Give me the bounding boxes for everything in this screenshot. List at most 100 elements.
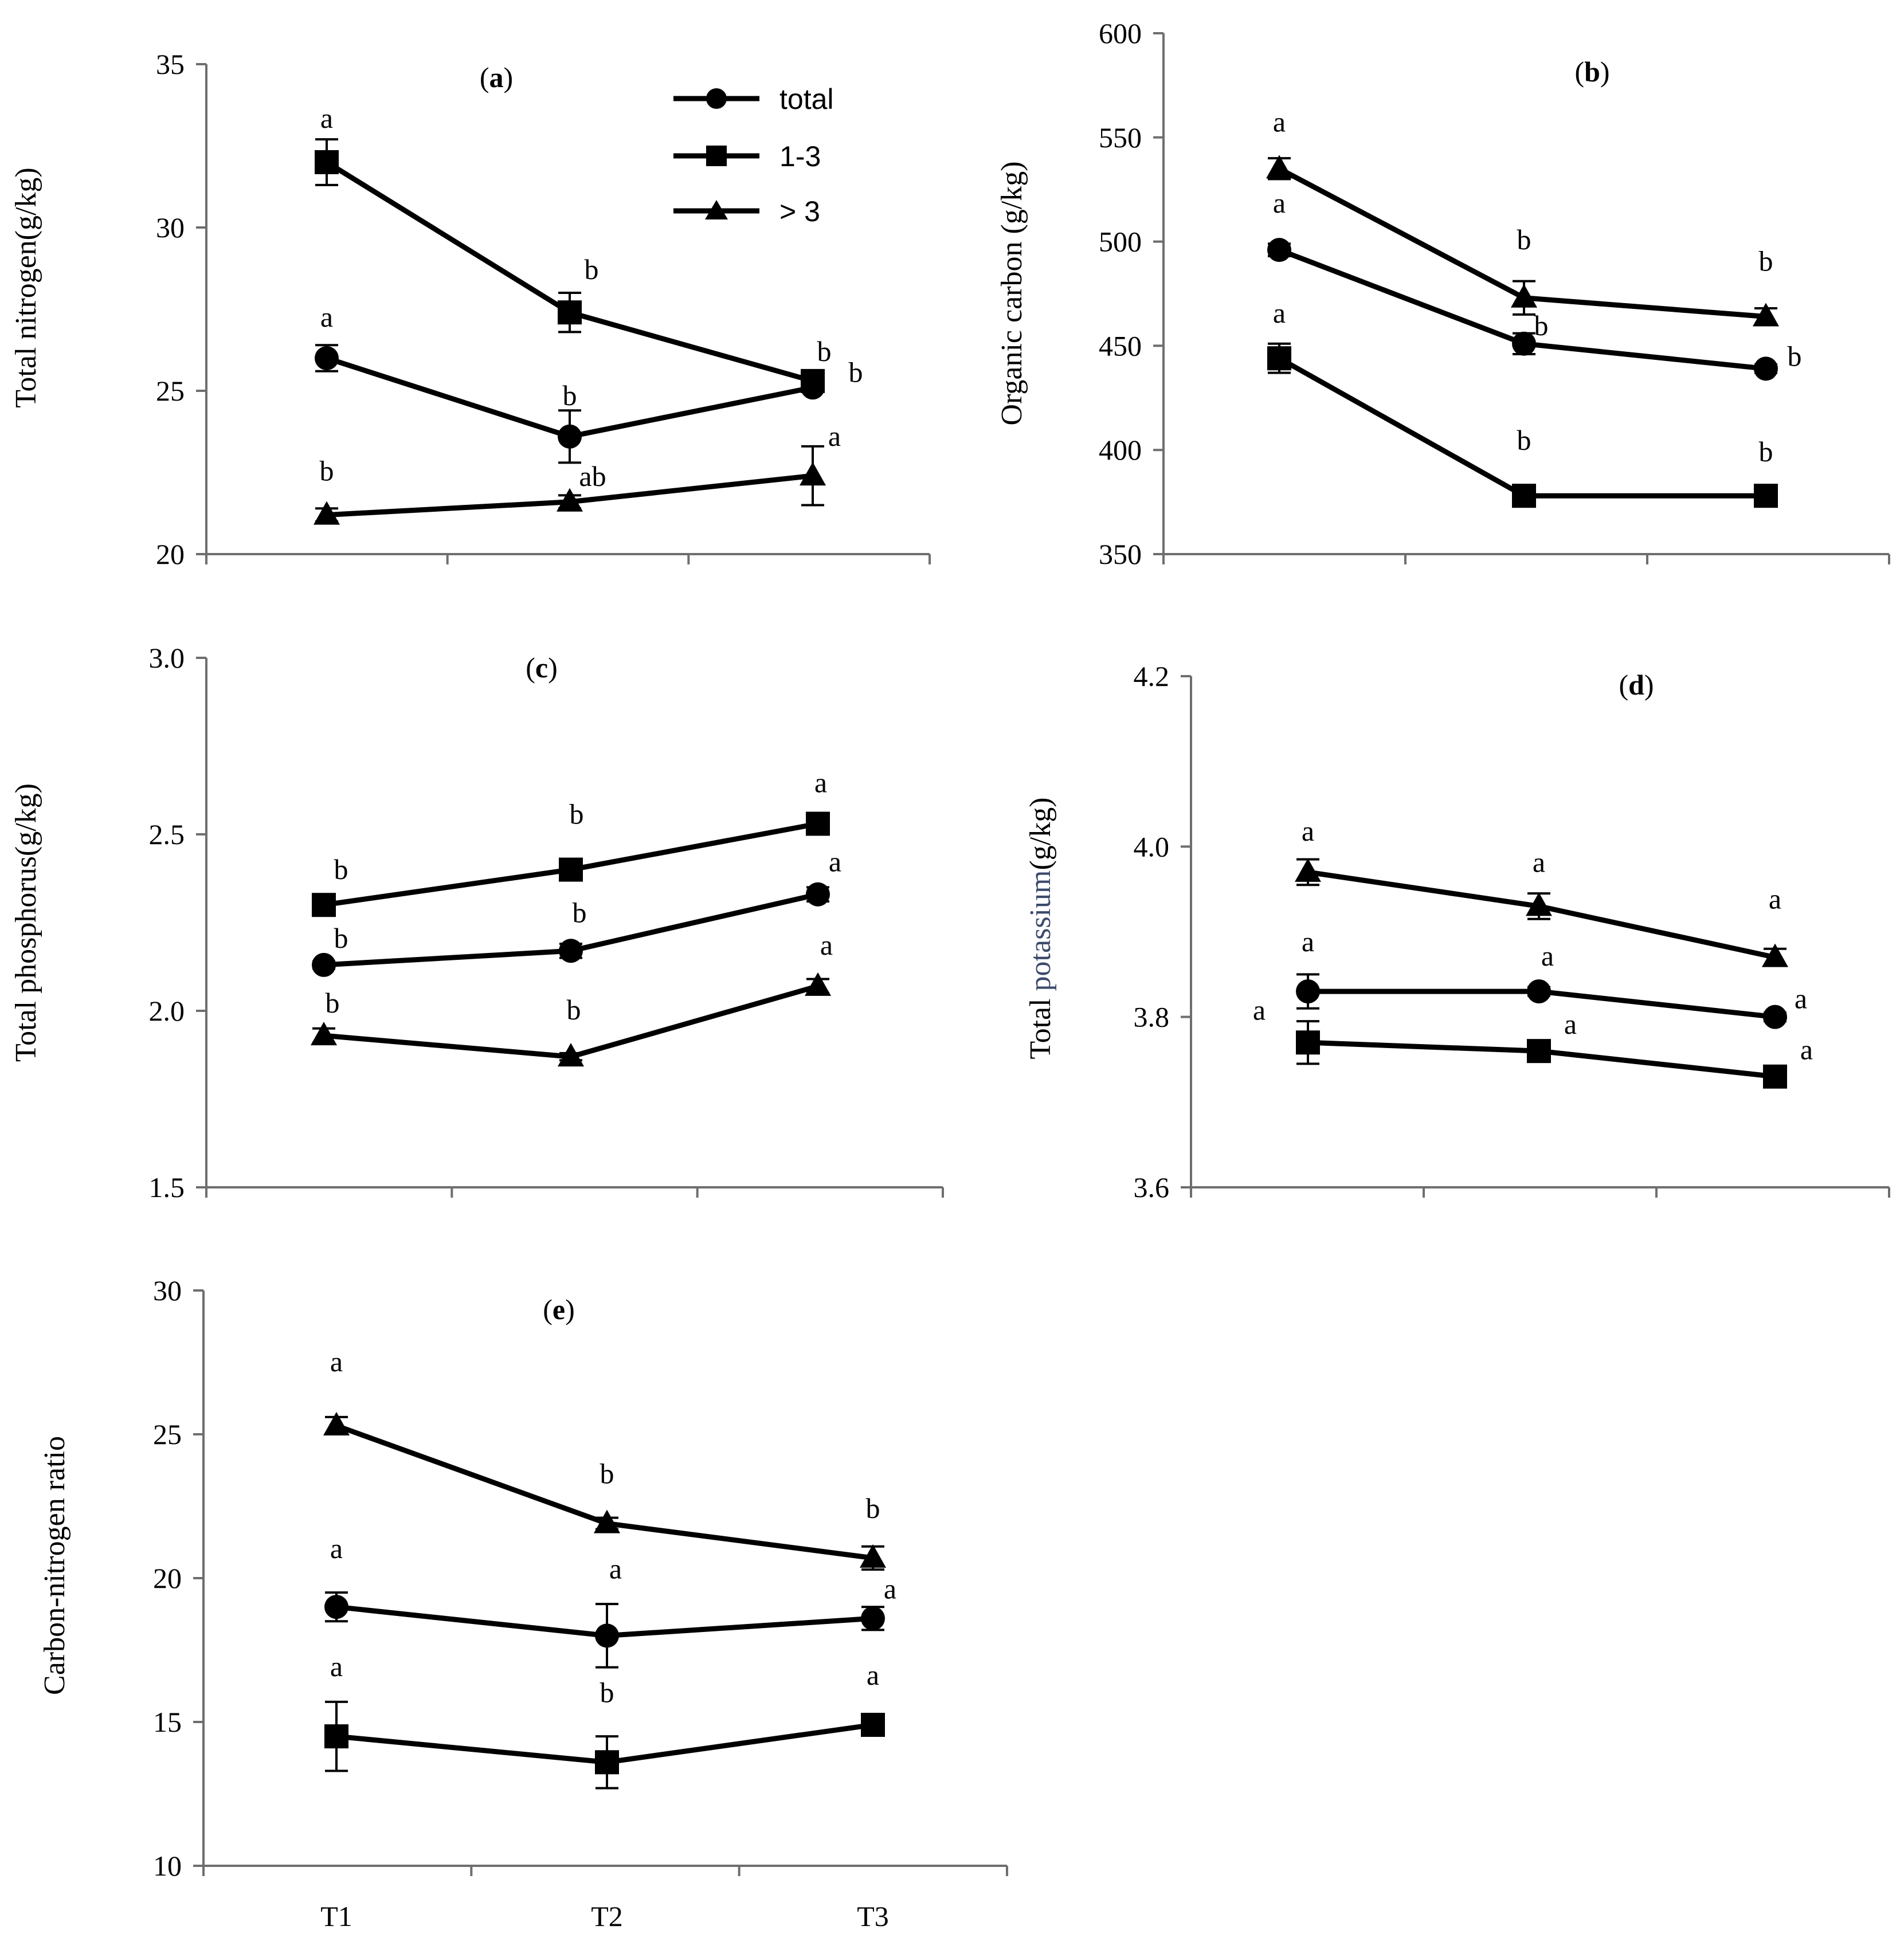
point-1-3 xyxy=(324,1724,348,1749)
significance-label: b xyxy=(563,379,577,411)
significance-label: a xyxy=(330,1345,343,1378)
point-1-3 xyxy=(595,1750,619,1775)
point-gt3 xyxy=(323,1411,350,1435)
y-tick-label: 550 xyxy=(1099,121,1142,154)
significance-label: b xyxy=(334,853,348,885)
y-tick-label: 30 xyxy=(156,211,185,244)
significance-label: b xyxy=(570,798,584,830)
legend: total 1-3 > 3 xyxy=(673,83,834,227)
significance-label: a xyxy=(1800,1034,1813,1066)
point-total xyxy=(1512,331,1536,356)
significance-label: a xyxy=(1273,187,1286,219)
significance-label: b xyxy=(1759,436,1773,468)
significance-label: b xyxy=(1517,223,1531,256)
panel-e: Carbon-nitrogen ratio (e) 10 15 20 25 30 T1 T2… xyxy=(38,1274,1008,1932)
point-total xyxy=(312,952,336,977)
point-1-3 xyxy=(1267,346,1291,371)
panel-b: Organic carbon (g/kg) (b) 350 400 450 500 55… xyxy=(996,17,1890,570)
point-1-3 xyxy=(1763,1064,1787,1089)
significance-label: b xyxy=(817,335,832,367)
y-tick-label: 15 xyxy=(153,1706,182,1738)
point-1-3 xyxy=(806,811,830,836)
point-total xyxy=(559,939,583,963)
point-1-3 xyxy=(558,300,582,325)
point-gt3 xyxy=(558,1043,584,1067)
point-1-3 xyxy=(1512,484,1536,508)
significance-label: a xyxy=(1302,815,1314,847)
x-tick-label: T2 xyxy=(591,1900,623,1932)
significance-label: a xyxy=(1273,297,1286,329)
panel-c-ylabel: Total phosphorus(g/kg) xyxy=(10,783,42,1062)
point-total xyxy=(806,882,830,907)
y-tick-label: 20 xyxy=(156,538,185,570)
point-1-3 xyxy=(801,368,825,393)
significance-label: a xyxy=(330,1532,343,1564)
point-1-3 xyxy=(1527,1039,1551,1064)
significance-label: b xyxy=(1788,340,1802,372)
point-gt3 xyxy=(314,501,340,525)
point-total xyxy=(1527,979,1551,1004)
point-gt3 xyxy=(1511,284,1537,308)
panel-e-title: (e) xyxy=(543,1293,575,1325)
significance-label: a xyxy=(820,929,833,961)
point-gt3 xyxy=(1266,155,1292,179)
y-tick-label: 10 xyxy=(153,1850,182,1882)
point-gt3 xyxy=(1526,892,1552,916)
significance-label: b xyxy=(1517,424,1531,456)
significance-label: a xyxy=(1533,846,1545,878)
significance-label: a xyxy=(828,420,841,452)
legend-marker-triangle xyxy=(705,200,728,219)
point-gt3 xyxy=(1762,943,1788,967)
legend-item-1-3: 1-3 xyxy=(673,140,821,172)
significance-label: b xyxy=(849,356,863,388)
significance-label: b xyxy=(326,987,340,1019)
significance-label: a xyxy=(867,1659,879,1691)
y-tick-label: 4.2 xyxy=(1134,660,1170,692)
point-total xyxy=(861,1606,885,1631)
point-total xyxy=(558,424,582,449)
significance-label: b xyxy=(320,455,334,487)
significance-label: a xyxy=(609,1552,622,1584)
legend-item-total: total xyxy=(673,83,834,115)
panel-c-title: (c) xyxy=(526,652,558,684)
panel-d: Total potassium(g/kg) (d) 3.63.84.04.2a a… xyxy=(1024,660,1890,1203)
point-total xyxy=(1754,356,1778,381)
significance-label: a xyxy=(1769,883,1781,915)
y-tick-label: 3.6 xyxy=(1134,1171,1170,1203)
significance-label: a xyxy=(320,102,333,134)
point-total xyxy=(1296,979,1320,1004)
legend-label-total: total xyxy=(779,83,834,115)
series-line-gt3 xyxy=(335,1423,873,1561)
panel-d-title: (d) xyxy=(1619,669,1654,701)
point-1-3 xyxy=(1754,484,1778,508)
significance-label: b xyxy=(567,994,581,1026)
significance-label: a xyxy=(1273,105,1286,138)
point-gt3 xyxy=(1295,858,1321,882)
point-1-3 xyxy=(861,1713,885,1737)
significance-label: b xyxy=(600,1676,614,1708)
x-tick-label: T1 xyxy=(320,1900,352,1932)
y-tick-label: 500 xyxy=(1099,226,1142,258)
significance-label: b xyxy=(334,922,348,954)
panel-c: Total phosphorus(g/kg) (c) 1.5 2.0 2.5 3.0 b… xyxy=(10,642,944,1203)
y-tick-label: 25 xyxy=(156,375,185,407)
significance-label: b xyxy=(600,1458,614,1490)
point-gt3 xyxy=(805,972,831,996)
point-total xyxy=(595,1623,619,1648)
significance-label: a xyxy=(884,1572,896,1604)
point-total xyxy=(1763,1005,1787,1029)
y-tick-label: 1.5 xyxy=(149,1171,185,1203)
point-1-3 xyxy=(1296,1030,1320,1055)
significance-label: a xyxy=(1302,925,1314,958)
significance-label: b xyxy=(573,896,587,928)
point-1-3 xyxy=(312,893,336,917)
x-tick-label: T3 xyxy=(857,1900,889,1932)
legend-item-gt3: > 3 xyxy=(673,195,820,227)
legend-marker-square xyxy=(706,146,727,166)
panel-e-ylabel: Carbon-nitrogen ratio xyxy=(38,1436,71,1695)
y-tick-label: 600 xyxy=(1099,17,1142,49)
y-tick-label: 2.5 xyxy=(149,818,185,850)
point-total xyxy=(1267,238,1291,262)
panel-a: Total nitrogen(g/kg) (a) total 1-3 > 3 2… xyxy=(10,48,931,570)
